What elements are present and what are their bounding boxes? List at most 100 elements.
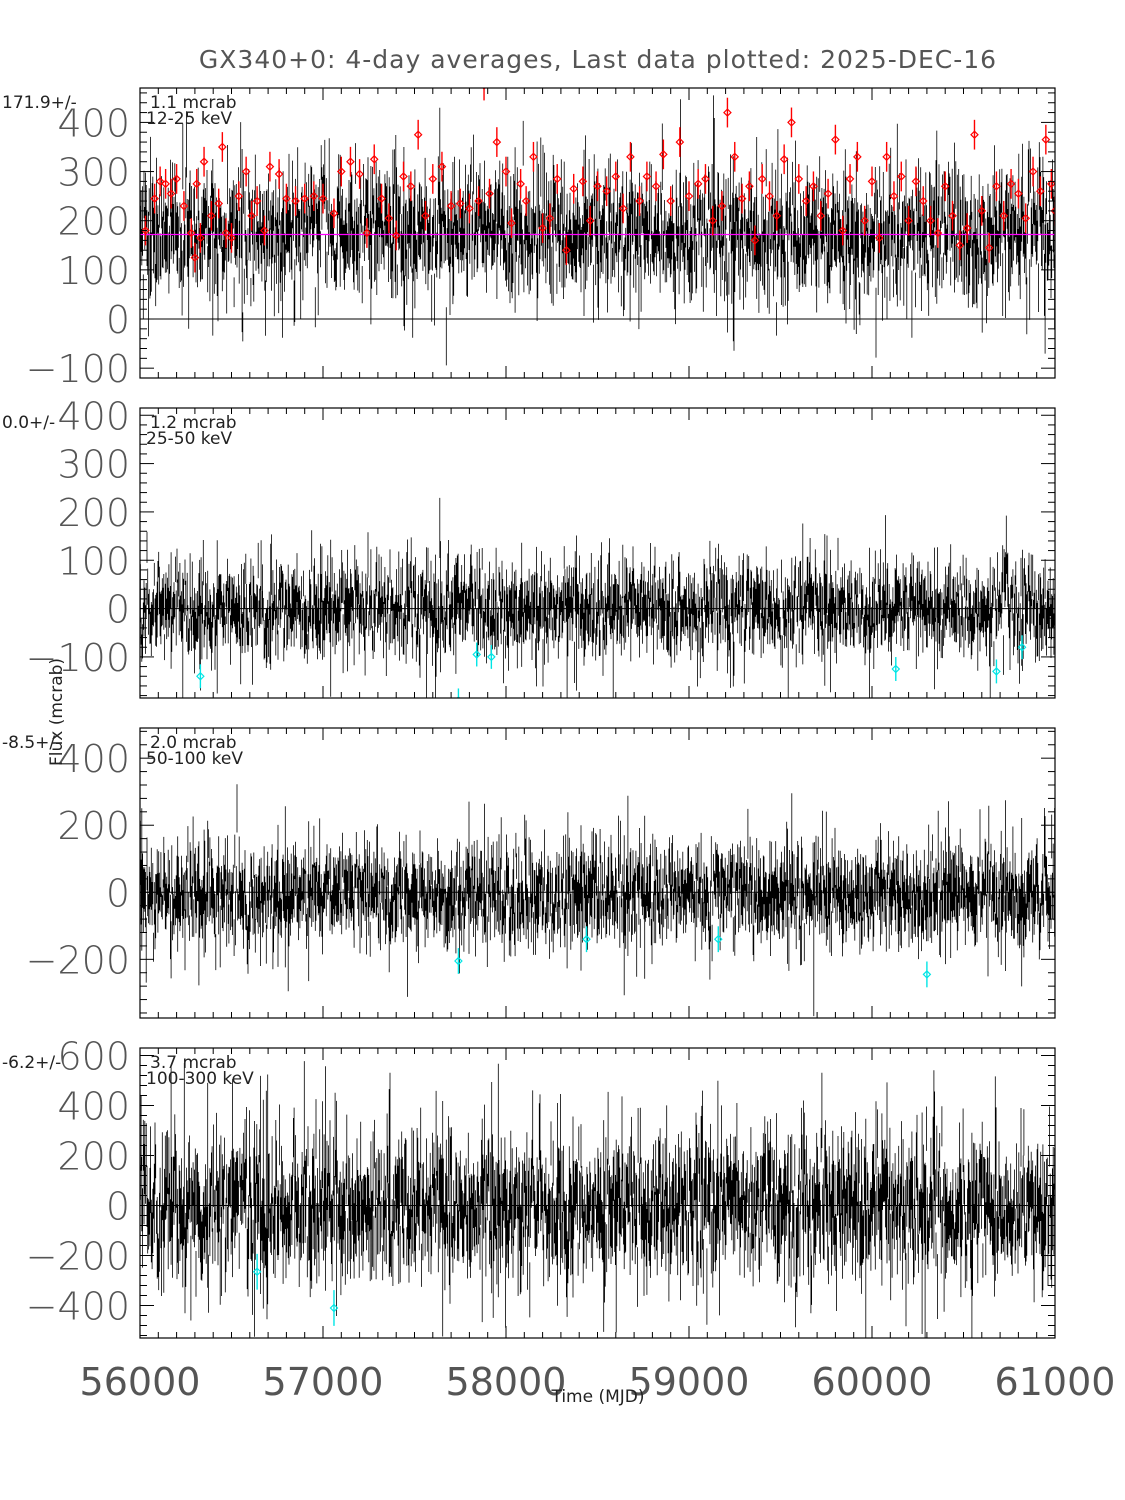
highlight-point bbox=[918, 196, 928, 206]
highlight-point bbox=[1021, 213, 1031, 223]
highlight-point bbox=[977, 206, 987, 216]
y-tick-label: 0 bbox=[106, 588, 130, 632]
band-label: 25-50 keV bbox=[146, 429, 232, 449]
y-tick-label: 300 bbox=[57, 151, 130, 195]
y-tick-label: −200 bbox=[26, 1235, 130, 1279]
highlight-point bbox=[252, 196, 262, 206]
highlight-point bbox=[801, 196, 811, 206]
y-tick-label: −200 bbox=[26, 938, 130, 982]
highlight-point bbox=[421, 211, 430, 221]
highlight-point bbox=[618, 204, 628, 213]
highlight-point bbox=[300, 194, 310, 203]
highlight-point bbox=[635, 196, 644, 206]
highlight-point bbox=[723, 108, 732, 117]
highlight-point bbox=[166, 189, 176, 199]
highlight-point bbox=[192, 179, 202, 189]
mean-label: 0.0+/- bbox=[2, 413, 55, 433]
highlight-point bbox=[529, 152, 538, 162]
highlight-point bbox=[970, 130, 979, 140]
highlighted-points bbox=[141, 88, 1055, 273]
highlight-point bbox=[260, 226, 269, 235]
highlight-point bbox=[309, 191, 319, 201]
highlight-point bbox=[626, 152, 635, 162]
highlight-point bbox=[701, 174, 710, 184]
highlight-point bbox=[282, 194, 291, 203]
band-label: 12-25 keV bbox=[146, 109, 232, 129]
highlight-point bbox=[406, 181, 416, 191]
highlight-point bbox=[252, 1267, 262, 1277]
highlight-point bbox=[948, 211, 957, 221]
highlight-point bbox=[602, 186, 611, 196]
error-label: 2.0 mcrab bbox=[150, 733, 237, 753]
highlight-point bbox=[867, 177, 877, 186]
highlight-point bbox=[922, 970, 932, 979]
highlight-point bbox=[1050, 206, 1055, 216]
highlight-point bbox=[485, 189, 494, 199]
highlight-point bbox=[730, 152, 740, 162]
highlight-point bbox=[1036, 186, 1045, 196]
highlight-point bbox=[492, 137, 502, 147]
highlight-point bbox=[454, 956, 463, 966]
highlight-point bbox=[933, 228, 943, 238]
y-tick-label: 300 bbox=[57, 443, 130, 487]
mean-label: -8.5+/- bbox=[2, 733, 61, 753]
highlight-point bbox=[545, 213, 555, 223]
data-error-bars bbox=[140, 497, 1055, 698]
y-tick-label: −400 bbox=[26, 1285, 130, 1329]
highlighted-points bbox=[252, 1253, 339, 1326]
y-tick-label: 200 bbox=[57, 804, 130, 848]
highlight-point bbox=[940, 181, 950, 191]
data-error-bars bbox=[140, 1061, 1055, 1338]
highlight-point bbox=[708, 216, 718, 226]
highlight-point bbox=[318, 194, 328, 203]
highlight-point bbox=[889, 191, 899, 201]
highlight-point bbox=[186, 228, 196, 238]
highlight-point bbox=[911, 177, 921, 186]
highlight-point bbox=[809, 181, 818, 191]
highlight-point bbox=[585, 216, 595, 226]
highlight-point bbox=[1014, 189, 1023, 199]
highlight-point bbox=[369, 154, 379, 164]
highlight-point bbox=[562, 245, 571, 255]
y-tick-label: 200 bbox=[57, 200, 130, 244]
highlight-point bbox=[860, 216, 870, 226]
highlight-point bbox=[346, 157, 355, 167]
panel-frame bbox=[139, 407, 1056, 699]
highlight-point bbox=[794, 174, 804, 184]
highlight-point bbox=[713, 934, 723, 944]
highlight-point bbox=[291, 196, 300, 206]
highlight-point bbox=[882, 152, 891, 162]
highlight-point bbox=[413, 130, 423, 140]
highlight-point bbox=[399, 172, 408, 181]
x-tick-label: 59000 bbox=[629, 1360, 750, 1404]
y-tick-label: −100 bbox=[26, 636, 130, 680]
highlight-point bbox=[455, 199, 465, 208]
highlight-point bbox=[1017, 642, 1027, 652]
highlight-point bbox=[845, 174, 855, 184]
highlight-point bbox=[521, 196, 531, 206]
x-tick-label: 57000 bbox=[263, 1360, 384, 1404]
y-axis-title: Flux (mcrab) bbox=[47, 658, 67, 766]
highlight-point bbox=[179, 201, 189, 211]
highlight-point bbox=[437, 162, 447, 171]
y-tick-label: 400 bbox=[57, 737, 130, 781]
highlight-point bbox=[465, 204, 474, 213]
highlight-point bbox=[207, 211, 216, 221]
highlight-point bbox=[816, 211, 826, 221]
highlight-point bbox=[487, 652, 496, 662]
error-label: 3.7 mcrab bbox=[150, 1053, 237, 1073]
highlight-point bbox=[362, 228, 372, 238]
x-tick-label: 60000 bbox=[812, 1360, 933, 1404]
highlight-point bbox=[1006, 179, 1016, 189]
band-label: 50-100 keV bbox=[146, 749, 243, 769]
highlight-point bbox=[772, 211, 782, 221]
highlight-point bbox=[651, 181, 661, 191]
highlight-point bbox=[779, 154, 789, 164]
y-tick-label: 200 bbox=[57, 491, 130, 535]
y-tick-label: 400 bbox=[57, 101, 130, 145]
highlight-point bbox=[172, 174, 181, 184]
highlight-point bbox=[757, 174, 767, 184]
highlight-point bbox=[992, 181, 1001, 191]
highlight-point bbox=[642, 172, 652, 181]
